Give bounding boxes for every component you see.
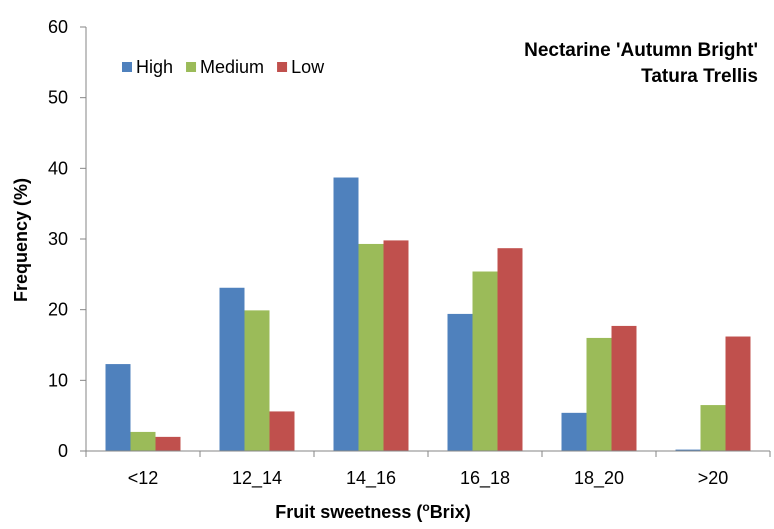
bar-high-1 [219,287,245,451]
axes-group [80,26,771,457]
bar-medium-1 [244,310,270,451]
x-axis-title: Fruit sweetness (oBrix) [275,500,470,522]
y-tick-label: 10 [48,370,68,390]
legend-swatch-low [277,62,288,72]
x-tick-label: >20 [698,468,729,488]
chart-subtitle: Tatura Trellis [641,66,758,87]
bar-high-0 [105,364,131,451]
y-tick-label: 40 [48,158,68,178]
bar-high-5 [675,449,701,451]
y-tick-label: 60 [48,17,68,37]
bar-medium-4 [586,337,612,451]
legend-label-low: Low [291,57,325,77]
legend-swatch-medium [186,62,197,72]
bar-high-4 [561,412,587,451]
bar-high-3 [447,313,473,451]
y-tick-label: 0 [58,441,68,461]
bar-medium-2 [358,243,384,451]
y-tick-label: 50 [48,88,68,108]
y-tick-labels: 0 10 20 30 40 50 60 [48,17,68,461]
x-tick-label: 14_16 [346,468,396,489]
x-axis-title-end: Brix) [430,502,471,522]
bar-low-5 [725,336,751,451]
x-axis-title-superscript: o [422,500,429,514]
chart-title: Nectarine 'Autumn Bright' [524,40,758,61]
x-tick-label: 18_20 [574,468,624,489]
y-axis-title: Frequency (%) [11,178,31,302]
bar-low-4 [611,325,637,451]
bar-high-2 [333,177,359,451]
legend-swatch-high [122,62,132,72]
bar-medium-3 [472,271,498,451]
legend-label-medium: Medium [200,57,264,77]
x-tick-label: 12_14 [232,468,282,489]
legend: High Medium Low [122,57,325,77]
bar-medium-5 [700,405,726,451]
y-tick-label: 20 [48,300,68,320]
x-tick-labels: <12 12_14 14_16 16_18 18_20 >20 [128,468,729,489]
bar-medium-0 [130,431,156,451]
bar-low-3 [497,248,523,451]
x-tick-label: 16_18 [460,468,510,489]
y-tick-label: 30 [48,229,68,249]
bar-low-2 [383,240,409,451]
bar-low-0 [155,436,181,451]
legend-label-high: High [136,57,173,77]
bars-group [105,177,751,451]
x-tick-label: <12 [128,468,159,488]
bar-low-1 [269,411,295,451]
